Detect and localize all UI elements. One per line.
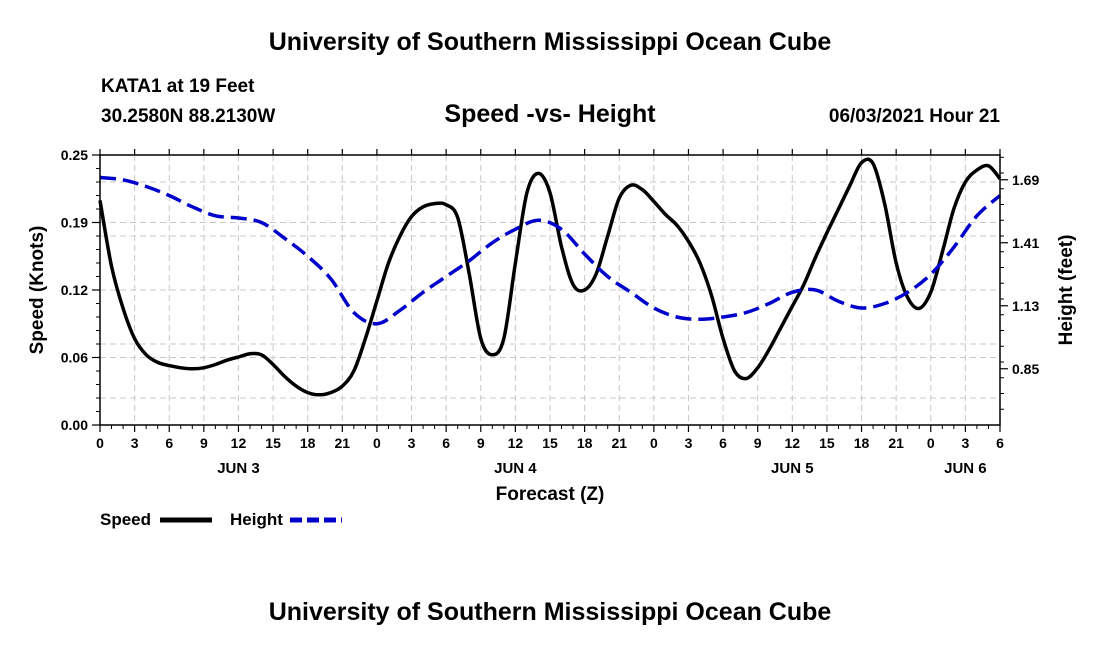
legend-height-label: Height bbox=[230, 510, 283, 529]
x-tick-label: 6 bbox=[719, 435, 727, 451]
day-label: JUN 6 bbox=[944, 460, 987, 477]
x-tick-label: 21 bbox=[611, 435, 627, 451]
x-tick-label: 3 bbox=[685, 435, 693, 451]
x-tick-label: 12 bbox=[508, 435, 524, 451]
legend-speed-label: Speed bbox=[100, 510, 151, 529]
y-right-tick-label: 1.13 bbox=[1012, 298, 1039, 314]
x-tick-label: 3 bbox=[961, 435, 969, 451]
coordinates-label: 30.2580N 88.2130W bbox=[101, 106, 276, 127]
y-left-tick-label: 0.19 bbox=[61, 215, 88, 231]
x-tick-label: 0 bbox=[96, 435, 104, 451]
y-left-tick-label: 0.00 bbox=[61, 417, 88, 433]
x-axis-title: Forecast (Z) bbox=[496, 484, 605, 505]
page-title: University of Southern Mississippi Ocean… bbox=[268, 28, 832, 56]
x-tick-label: 21 bbox=[888, 435, 904, 451]
y-left-tick-label: 0.25 bbox=[61, 147, 88, 163]
footer-title: University of Southern Mississippi Ocean… bbox=[268, 598, 832, 626]
x-tick-label: 21 bbox=[335, 435, 351, 451]
station-label: KATA1 at 19 Feet bbox=[101, 76, 255, 97]
x-tick-label: 9 bbox=[754, 435, 762, 451]
day-label: JUN 3 bbox=[217, 460, 260, 477]
y-left-tick-label: 0.12 bbox=[61, 282, 88, 298]
plot-frame bbox=[99, 154, 1001, 426]
x-tick-label: 18 bbox=[854, 435, 870, 451]
y-axis-left-title: Speed (Knots) bbox=[27, 226, 48, 355]
x-tick-label: 0 bbox=[927, 435, 935, 451]
x-tick-label: 15 bbox=[542, 435, 558, 451]
axis-labels: 0 3 6 9 12 15 18 21 0 3 6 9 12 15 18 21 0 3 6 9 12 15 18 21 0 3 6 0… bbox=[61, 147, 1040, 477]
x-tick-label: 6 bbox=[996, 435, 1004, 451]
y-right-tick-label: 0.85 bbox=[1012, 361, 1039, 377]
x-tick-label: 6 bbox=[165, 435, 173, 451]
day-label: JUN 5 bbox=[771, 460, 814, 477]
x-tick-label: 15 bbox=[819, 435, 835, 451]
x-tick-label: 3 bbox=[408, 435, 416, 451]
y-right-tick-label: 1.41 bbox=[1012, 235, 1039, 251]
x-tick-label: 6 bbox=[442, 435, 450, 451]
y-right-tick-label: 1.69 bbox=[1012, 172, 1039, 188]
x-tick-label: 9 bbox=[200, 435, 208, 451]
height-series-line bbox=[99, 175, 1002, 326]
x-tick-label: 0 bbox=[373, 435, 381, 451]
x-tick-label: 9 bbox=[477, 435, 485, 451]
timestamp-label: 06/03/2021 Hour 21 bbox=[828, 106, 1000, 127]
speed-series-line bbox=[98, 157, 1002, 397]
y-axis-right-title: Height (feet) bbox=[1056, 235, 1077, 346]
day-label: JUN 4 bbox=[494, 460, 537, 477]
chart-title: Speed -vs- Height bbox=[444, 100, 656, 128]
x-tick-label: 12 bbox=[231, 435, 247, 451]
x-tick-label: 18 bbox=[577, 435, 593, 451]
legend: Speed Height bbox=[100, 510, 342, 529]
x-tick-label: 12 bbox=[785, 435, 801, 451]
y-left-tick-label: 0.06 bbox=[61, 350, 88, 366]
x-tick-label: 3 bbox=[131, 435, 139, 451]
x-tick-label: 0 bbox=[650, 435, 658, 451]
series-lines bbox=[98, 157, 1002, 397]
x-tick-label: 15 bbox=[265, 435, 281, 451]
x-tick-label: 18 bbox=[300, 435, 316, 451]
